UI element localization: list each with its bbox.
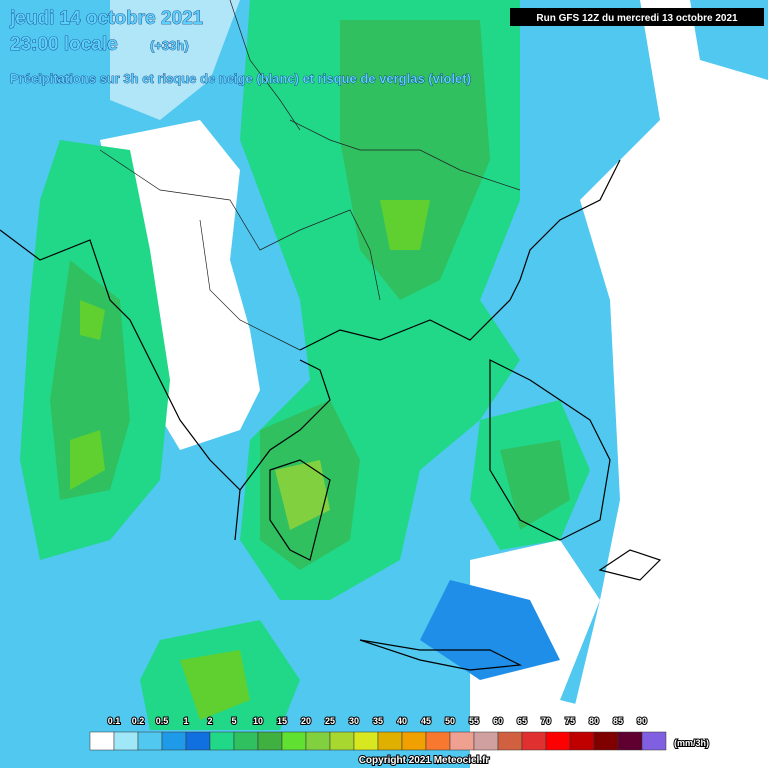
legend-label: 75 (565, 716, 575, 726)
legend-label: 2 (207, 716, 212, 726)
legend-label: 1 (183, 716, 188, 726)
legend-swatch (305, 731, 331, 751)
legend-label: 90 (637, 716, 647, 726)
legend-label: 5 (231, 716, 236, 726)
legend-label: 10 (253, 716, 263, 726)
legend-swatch (257, 731, 283, 751)
legend-label: 70 (541, 716, 551, 726)
legend-label: 25 (325, 716, 335, 726)
legend-swatch (497, 731, 523, 751)
legend-swatch (641, 731, 667, 751)
legend-label: 85 (613, 716, 623, 726)
legend-swatch (425, 731, 451, 751)
subtitle: Précipitations sur 3h et risque de neige… (10, 71, 471, 86)
legend-swatch (185, 731, 211, 751)
legend-label: 60 (493, 716, 503, 726)
legend-swatch (329, 731, 355, 751)
legend: 0.1 0.2 0.5 1 2 5 10 15 20 25 30 35 40 45 50 55 60 65 70 75… (89, 715, 667, 751)
run-info: Run GFS 12Z du mercredi 13 octobre 2021 (536, 13, 738, 24)
legend-label: 50 (445, 716, 455, 726)
legend-label: 65 (517, 716, 527, 726)
legend-swatch (593, 731, 619, 751)
legend-label: 0.5 (156, 716, 169, 726)
legend-swatch (545, 731, 571, 751)
legend-label: 0.1 (108, 716, 121, 726)
legend-label: 0.2 (132, 716, 145, 726)
legend-swatch (353, 731, 379, 751)
legend-swatch (137, 731, 163, 751)
legend-label: 20 (301, 716, 311, 726)
run-banner (510, 8, 764, 26)
legend-swatch (377, 731, 403, 751)
legend-label: 30 (349, 716, 359, 726)
legend-label: 15 (277, 716, 287, 726)
legend-label: 80 (589, 716, 599, 726)
legend-swatch (473, 731, 499, 751)
copyright: Copyright 2021 Meteociel.fr (359, 755, 490, 766)
legend-unit: (mm/3h) (674, 738, 709, 748)
legend-label: 55 (469, 716, 479, 726)
date: jeudi 14 octobre 2021 (9, 8, 204, 29)
legend-swatch (401, 731, 427, 751)
offset: (+33h) (150, 38, 189, 53)
coastlines (0, 0, 662, 671)
legend-swatch (617, 731, 643, 751)
legend-swatch (233, 731, 259, 751)
legend-swatch (209, 731, 235, 751)
legend-swatch (89, 731, 115, 751)
legend-label: 40 (397, 716, 407, 726)
legend-swatch (569, 731, 595, 751)
legend-label: 35 (373, 716, 383, 726)
legend-swatch (281, 731, 307, 751)
time: 23:00 locale (10, 34, 118, 55)
legend-label: 45 (421, 716, 431, 726)
legend-swatch (521, 731, 547, 751)
legend-swatch (161, 731, 187, 751)
legend-swatch (449, 731, 475, 751)
legend-swatch (113, 731, 139, 751)
